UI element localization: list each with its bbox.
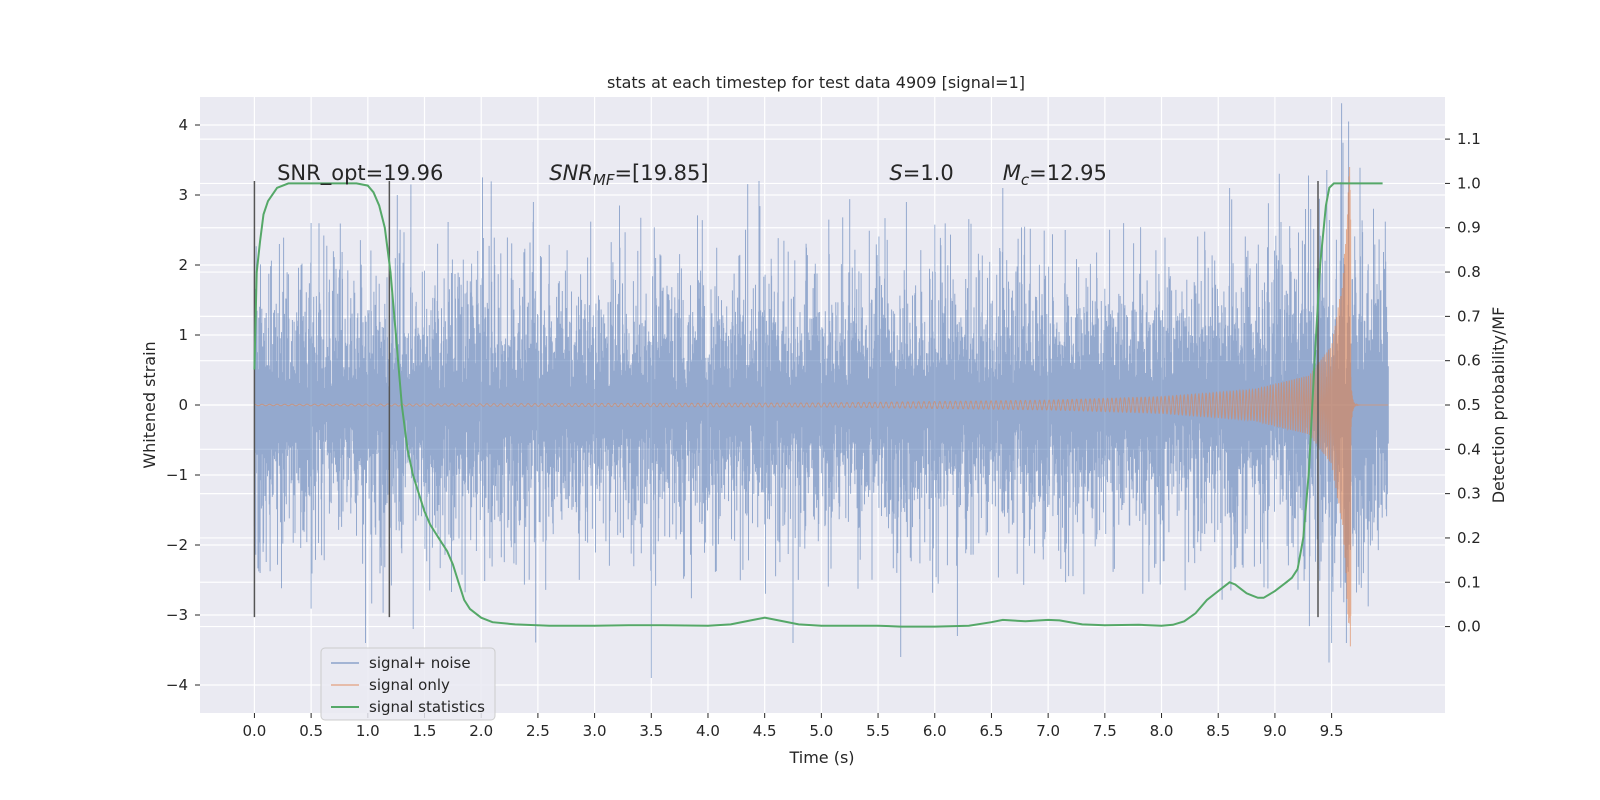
- legend: signal+ noise signal only signal statistic…: [320, 647, 496, 721]
- y2-tick-label: 0.3: [1457, 485, 1481, 503]
- y-tick-label: 1: [178, 326, 188, 344]
- x-tick-label: 9.5: [1320, 722, 1344, 740]
- y2-tick-label: 0.2: [1457, 529, 1481, 547]
- y-tick-label: 0: [178, 396, 188, 414]
- y-tick-label: 3: [178, 186, 188, 204]
- y2-tick-label: 0.5: [1457, 396, 1481, 414]
- x-tick-label: 2.0: [469, 722, 493, 740]
- annotation-snr-opt: SNR_opt=19.96: [277, 161, 443, 186]
- x-tick-label: 5.0: [809, 722, 833, 740]
- y2-tick-label: 0.6: [1457, 352, 1481, 370]
- x-tick-label: 3.5: [639, 722, 663, 740]
- x-tick-label: 1.5: [413, 722, 437, 740]
- y2-axis-label: Detection probability/MF: [1489, 307, 1508, 504]
- x-tick-label: 8.0: [1150, 722, 1174, 740]
- legend-label: signal+ noise: [369, 654, 471, 672]
- annotations: SNR_opt=19.96 SNRMF=[19.85] S=1.0 Mc=12.95: [277, 161, 1107, 189]
- y2-tick-label: 0.4: [1457, 440, 1481, 458]
- legend-label: signal statistics: [369, 698, 485, 716]
- x-tick-label: 0.0: [242, 722, 266, 740]
- x-tick-label: 6.5: [980, 722, 1004, 740]
- y2-axis-ticks: 0.0 0.1 0.2 0.3 0.4 0.5 0.6 0.7 0.8 0.9 1.0 1.1: [1445, 130, 1481, 636]
- y2-tick-label: 0.8: [1457, 263, 1481, 281]
- series-signal-statistics: [253, 182, 1383, 628]
- y2-tick-label: 1.0: [1457, 174, 1481, 192]
- x-tick-label: 3.0: [583, 722, 607, 740]
- x-tick-label: 7.0: [1036, 722, 1060, 740]
- x-tick-label: 9.0: [1263, 722, 1287, 740]
- x-tick-label: 2.5: [526, 722, 550, 740]
- y-tick-label: 2: [178, 256, 188, 274]
- x-axis-label: Time (s): [788, 748, 854, 767]
- legend-label: signal only: [369, 676, 450, 694]
- x-tick-label: 4.5: [753, 722, 777, 740]
- y-axis-ticks: −4 −3 −2 −1 0 1 2 3 4: [166, 116, 200, 694]
- y2-tick-label: 0.7: [1457, 307, 1481, 325]
- annotation-snr-mf: SNRMF=[19.85]: [549, 161, 708, 189]
- y2-tick-label: 0.0: [1457, 618, 1481, 636]
- x-tick-label: 1.0: [356, 722, 380, 740]
- x-tick-label: 4.0: [696, 722, 720, 740]
- y2-tick-label: 0.1: [1457, 573, 1481, 591]
- x-tick-label: 6.0: [923, 722, 947, 740]
- y2-tick-label: 0.9: [1457, 219, 1481, 237]
- y-tick-label: −4: [166, 676, 188, 694]
- x-tick-label: 0.5: [299, 722, 323, 740]
- series-layer: [253, 103, 1389, 678]
- y2-tick-label: 1.1: [1457, 130, 1481, 148]
- x-tick-label: 8.5: [1206, 722, 1230, 740]
- annotation-s-value: S=1.0: [889, 161, 953, 185]
- x-axis-ticks: 0.0 0.5 1.0 1.5 2.0 2.5 3.0 3.5 4.0 4.5 5.0 5.5 6.0 6…: [242, 713, 1344, 740]
- y-tick-label: 4: [178, 116, 188, 134]
- chart-title: stats at each timestep for test data 490…: [607, 73, 1025, 92]
- x-tick-label: 5.5: [866, 722, 890, 740]
- y-tick-label: −3: [166, 606, 188, 624]
- y-tick-label: −2: [166, 536, 188, 554]
- vertical-markers: [253, 181, 1319, 618]
- y-axis-label: Whitened strain: [140, 341, 159, 468]
- annotation-chirp-mass: Mc=12.95: [1003, 161, 1107, 189]
- signal-only-trace: [254, 167, 1389, 647]
- x-tick-label: 7.5: [1093, 722, 1117, 740]
- signal-statistics-line: [253, 182, 1383, 628]
- y-tick-label: −1: [166, 466, 188, 484]
- legend-box: [320, 647, 496, 721]
- series-signal-only: [254, 167, 1389, 647]
